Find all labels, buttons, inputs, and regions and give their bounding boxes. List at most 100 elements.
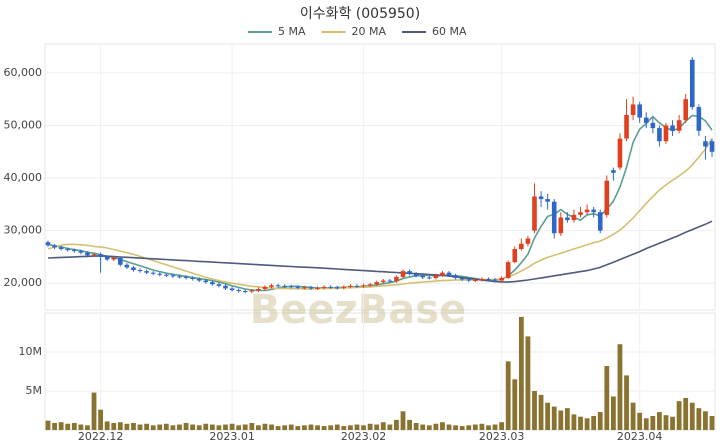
volume-bar xyxy=(98,409,103,430)
candle-body xyxy=(203,280,209,283)
volume-bar xyxy=(131,422,136,430)
volume-bar xyxy=(58,422,64,430)
candle-body xyxy=(216,284,222,286)
x-tick-label: 2023.04 xyxy=(617,430,663,443)
volume-bar xyxy=(104,421,110,430)
candle-body xyxy=(571,214,577,221)
x-tick-label: 2023.02 xyxy=(341,430,387,443)
volume-bar xyxy=(630,402,636,430)
candle-body xyxy=(611,170,616,173)
volume-bar xyxy=(433,423,439,430)
volume-bar xyxy=(262,423,268,430)
volume-bar xyxy=(578,416,583,430)
volume-bar xyxy=(650,415,656,430)
candle-body xyxy=(78,251,84,253)
candle-body xyxy=(144,271,149,273)
volume-bar xyxy=(518,316,524,430)
volume-bar xyxy=(150,425,156,430)
candle-body xyxy=(380,280,386,283)
volume-bar xyxy=(354,424,360,430)
volume-bar xyxy=(597,412,603,430)
volume-bar xyxy=(610,396,616,430)
candle-body xyxy=(459,277,465,280)
candle-body xyxy=(190,277,195,279)
volume-bar xyxy=(236,425,242,430)
legend-label: 20 MA xyxy=(352,25,387,38)
y-tick-label: 30,000 xyxy=(4,224,43,237)
volume-bar xyxy=(380,422,386,430)
candle-body xyxy=(308,287,314,289)
candle-body xyxy=(262,286,268,289)
legend-label: 5 MA xyxy=(278,25,306,38)
volume-bar xyxy=(499,422,505,430)
volume-bar xyxy=(71,422,77,430)
volume-bar xyxy=(117,422,123,430)
candle-body xyxy=(223,285,228,289)
candle-body xyxy=(91,254,97,256)
volume-bar xyxy=(111,422,117,430)
candle-body xyxy=(236,290,241,292)
candle-body xyxy=(597,212,603,231)
volume-bar xyxy=(170,425,176,430)
candle-body xyxy=(45,242,51,246)
candle-body xyxy=(104,256,110,260)
volume-bar xyxy=(400,411,406,430)
candle-body xyxy=(643,117,649,123)
candle-body xyxy=(354,285,360,287)
volume-bar xyxy=(426,425,432,430)
volume-bar xyxy=(670,416,675,430)
candle-body xyxy=(558,217,564,234)
volume-bar xyxy=(275,426,281,430)
volume-bar xyxy=(637,412,643,430)
volume-bar xyxy=(78,424,84,430)
volume-bar xyxy=(683,398,689,430)
x-tick-label: 2022.12 xyxy=(78,430,124,443)
candle-body xyxy=(538,196,544,200)
candle-body xyxy=(584,209,590,213)
volume-bar xyxy=(348,425,353,430)
candle-body xyxy=(446,272,452,276)
price-panel xyxy=(44,43,716,311)
candle-body xyxy=(479,278,485,281)
volume-bar xyxy=(492,424,498,430)
candle-body xyxy=(282,285,287,287)
volume-bar xyxy=(466,425,472,430)
candle-body xyxy=(321,286,327,288)
volume-bar xyxy=(367,423,373,430)
candle-body xyxy=(591,209,596,213)
volume-bar xyxy=(545,402,551,430)
volume-bar xyxy=(45,420,51,430)
volume-bar xyxy=(505,361,511,430)
candle-body xyxy=(387,280,393,282)
candle-body xyxy=(440,272,445,276)
candle-body xyxy=(604,180,610,215)
candle-body xyxy=(58,247,64,250)
volume-bar xyxy=(144,423,150,430)
candle-body xyxy=(334,287,340,289)
volume-bar xyxy=(407,419,412,430)
volume-bar xyxy=(269,424,274,430)
volume-bar xyxy=(394,419,399,430)
volume-bar xyxy=(190,424,196,430)
volume-bar xyxy=(696,408,702,430)
volume-bar xyxy=(203,423,209,430)
volume-bar xyxy=(413,422,419,430)
candle-body xyxy=(683,99,689,121)
candle-body xyxy=(400,271,406,277)
candle-body xyxy=(663,125,669,142)
candle-body xyxy=(486,278,491,280)
y-tick-label: 60,000 xyxy=(4,66,43,79)
volume-bar xyxy=(328,425,334,430)
candle-body xyxy=(657,128,662,142)
volume-bar xyxy=(216,425,222,430)
candle-body xyxy=(624,114,629,139)
volume-bar xyxy=(617,344,623,430)
y-tick-label: 50,000 xyxy=(4,118,43,131)
candle-body xyxy=(295,286,301,288)
volume-bar xyxy=(315,425,320,430)
volume-bar xyxy=(538,394,544,430)
candle-body xyxy=(118,257,123,265)
candle-body xyxy=(650,122,656,129)
candle-body xyxy=(275,285,281,287)
candle-body xyxy=(703,141,708,147)
